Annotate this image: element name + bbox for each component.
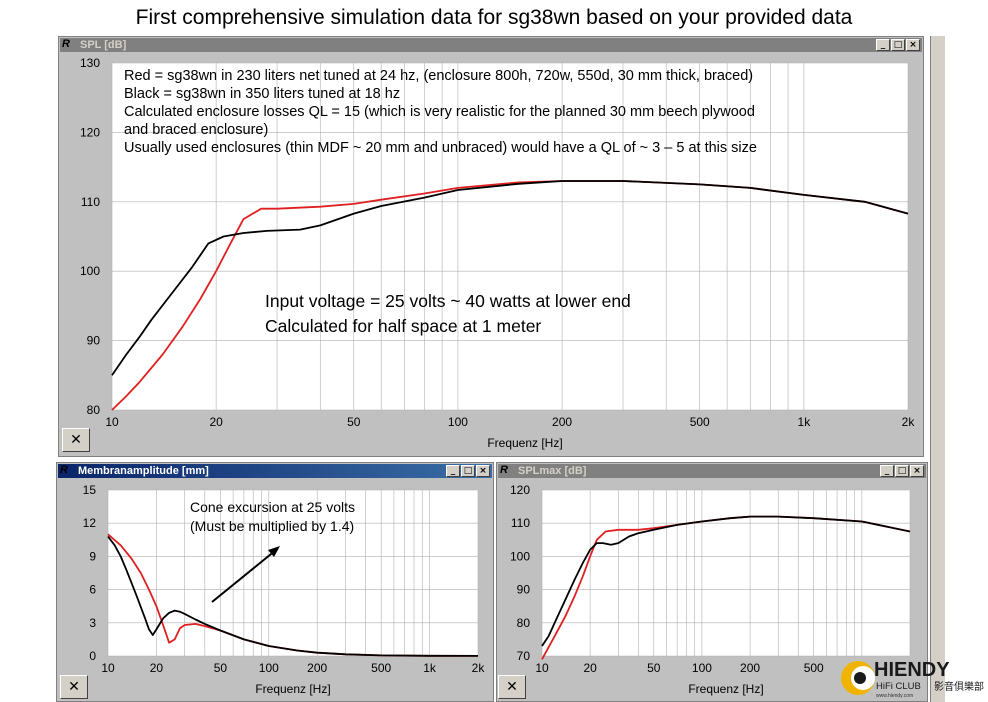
x-tick-label: 20 xyxy=(583,661,597,675)
y-tick-label: 12 xyxy=(83,516,97,530)
window-title: Membranamplitude [mm] xyxy=(78,465,209,477)
arrow-head xyxy=(268,546,280,557)
minimize-button[interactable]: _ xyxy=(446,465,460,477)
vertical-scrollbar[interactable] xyxy=(930,36,945,702)
note-line: Calculated enclosure losses QL = 15 (whi… xyxy=(124,104,755,120)
y-tick-label: 110 xyxy=(511,516,530,530)
hiendy-logo: HIENDY HiFi CLUB 影音俱樂部 www.hiendy.com xyxy=(841,659,984,699)
logo-sub: HiFi CLUB xyxy=(876,681,921,692)
x-axis-label: Frequenz [Hz] xyxy=(255,682,330,696)
amp-grid xyxy=(107,489,479,657)
y-tick-label: 120 xyxy=(80,125,100,139)
x-tick-label: 500 xyxy=(690,415,710,429)
x-axis-label: Frequenz [Hz] xyxy=(688,682,763,696)
note-line: Cone excursion at 25 volts xyxy=(190,499,355,515)
y-tick-label: 0 xyxy=(89,649,96,663)
spl-chart: 80 90 100 110 120 130 10 20 50 100 200 500 1k 2k xyxy=(80,56,915,429)
app-icon: R xyxy=(62,38,70,50)
y-tick-label: 80 xyxy=(87,403,101,417)
y-tick-label: 90 xyxy=(87,334,101,348)
x-tick-label: 1k xyxy=(798,415,812,429)
x-tick-label: 2k xyxy=(902,415,916,429)
y-tick-label: 70 xyxy=(517,649,531,663)
minimize-button[interactable]: _ xyxy=(880,465,894,477)
note-line: Black = sg38wn in 350 liters tuned at 18… xyxy=(124,86,400,102)
splmax-chart: 70 80 90 100 110 120 10 20 50 100 200 500 xyxy=(510,483,911,675)
y-tick-label: 9 xyxy=(89,549,96,563)
maximize-button[interactable]: □ xyxy=(461,465,475,477)
x-tick-label: 50 xyxy=(347,415,361,429)
amp-plot-area xyxy=(108,490,478,656)
y-tick-label: 80 xyxy=(517,616,531,630)
close-button[interactable]: × xyxy=(476,465,490,477)
splmax-plot-area xyxy=(542,490,910,656)
x-axis-label: Frequenz [Hz] xyxy=(487,436,562,450)
spl-notes: Red = sg38wn in 230 liters net tuned at … xyxy=(124,68,757,156)
x-tick-label: 10 xyxy=(101,661,115,675)
y-tick-label: 6 xyxy=(89,583,96,597)
amp-chart: 0 3 6 9 12 15 10 20 50 100 200 500 1k 2k xyxy=(83,483,486,675)
logo-brand: HIENDY xyxy=(874,659,950,681)
x-tick-label: 500 xyxy=(371,661,391,675)
maximize-button[interactable]: □ xyxy=(895,465,909,477)
close-button[interactable]: × xyxy=(910,465,924,477)
amp-notes: Cone excursion at 25 volts (Must be mult… xyxy=(190,499,355,534)
series-black-line xyxy=(541,515,911,647)
note-line: and braced enclosure) xyxy=(124,122,268,138)
center-note: Calculated for half space at 1 meter xyxy=(265,316,541,336)
splmax-window-titlebar[interactable]: R SPLmax [dB] _ □ × xyxy=(498,464,926,478)
x-tick-label: 500 xyxy=(804,661,824,675)
spl-plot-area xyxy=(112,63,908,410)
logo-chinese: 影音俱樂部 xyxy=(934,680,984,693)
x-tick-label: 200 xyxy=(307,661,327,675)
y-tick-label: 15 xyxy=(83,483,97,497)
x-tick-label: 1k xyxy=(423,661,437,675)
x-tick-label: 100 xyxy=(259,661,279,675)
center-note: Input voltage = 25 volts ~ 40 watts at l… xyxy=(265,291,631,311)
amp-close-x-icon[interactable]: ✕ xyxy=(60,675,88,699)
logo-url: www.hiendy.com xyxy=(876,693,913,699)
series-black-line xyxy=(111,180,909,376)
splmax-grid xyxy=(541,489,911,657)
y-tick-label: 120 xyxy=(510,483,530,497)
spl-center-notes: Input voltage = 25 volts ~ 40 watts at l… xyxy=(265,291,631,336)
page-title: First comprehensive simulation data for … xyxy=(135,6,853,29)
y-tick-label: 110 xyxy=(81,195,100,209)
x-tick-label: 100 xyxy=(448,415,468,429)
x-tick-label: 10 xyxy=(535,661,549,675)
x-tick-label: 2k xyxy=(472,661,486,675)
maximize-button[interactable]: □ xyxy=(891,39,905,51)
window-title: SPLmax [dB] xyxy=(518,465,587,477)
note-line: (Must be multiplied by 1.4) xyxy=(190,518,354,534)
amp-window-titlebar[interactable]: R Membranamplitude [mm] _ □ × xyxy=(58,464,492,478)
spl-close-x-icon[interactable]: ✕ xyxy=(62,428,90,452)
spl-window-titlebar[interactable]: R SPL [dB] _ □ × xyxy=(60,38,922,52)
minimize-button[interactable]: _ xyxy=(876,39,890,51)
y-tick-label: 3 xyxy=(89,616,96,630)
note-line: Red = sg38wn in 230 liters net tuned at … xyxy=(124,68,753,84)
x-tick-label: 200 xyxy=(740,661,760,675)
y-tick-label: 100 xyxy=(510,549,530,563)
x-tick-label: 10 xyxy=(105,415,119,429)
y-tick-label: 130 xyxy=(80,56,100,70)
x-tick-label: 100 xyxy=(692,661,712,675)
x-tick-label: 50 xyxy=(647,661,661,675)
y-tick-label: 90 xyxy=(517,583,531,597)
app-icon: R xyxy=(60,464,68,476)
app-icon: R xyxy=(500,464,508,476)
splmax-close-x-icon[interactable]: ✕ xyxy=(498,675,526,699)
annotation-arrow xyxy=(211,549,277,603)
y-tick-label: 100 xyxy=(80,264,100,278)
x-tick-label: 200 xyxy=(552,415,572,429)
x-tick-label: 20 xyxy=(209,415,223,429)
spl-grid xyxy=(111,62,909,411)
x-tick-label: 20 xyxy=(150,661,164,675)
series-black-line xyxy=(107,535,479,657)
window-title: SPL [dB] xyxy=(80,39,127,51)
close-button[interactable]: × xyxy=(906,39,920,51)
note-line: Usually used enclosures (thin MDF ~ 20 m… xyxy=(124,140,757,156)
x-tick-label: 50 xyxy=(214,661,228,675)
